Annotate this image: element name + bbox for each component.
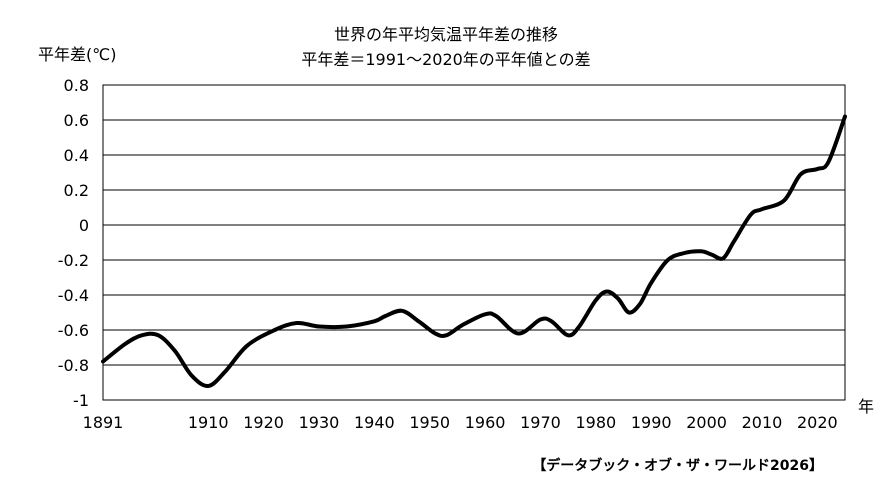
x-tick-label: 1950 [409,413,450,432]
x-tick-label: 2000 [686,413,727,432]
x-tick-label: 1970 [520,413,561,432]
chart-title: 世界の年平均気温平年差の推移 [334,25,558,44]
x-tick-label: 1990 [631,413,672,432]
y-tick-label: 0.6 [64,111,89,130]
y-tick-labels: 0.8 0.6 0.4 0.2 0 -0.2 -0.4 -0.6 -0.8 -1 [58,76,89,410]
x-tick-label: 1960 [465,413,506,432]
x-tick-label: 2010 [742,413,783,432]
y-tick-label: -1 [73,391,89,410]
x-tick-label: 1920 [243,413,284,432]
series-line [101,114,847,389]
y-tick-label: 0.8 [64,76,89,95]
x-tick-label: 1891 [83,413,124,432]
x-tick-label: 1980 [575,413,616,432]
y-tick-label: -0.4 [58,286,89,305]
y-tick-label: -0.6 [58,321,89,340]
y-tick-label: 0.4 [64,146,89,165]
x-tick-label: 1910 [188,413,229,432]
chart-subtitle: 平年差＝1991～2020年の平年値との差 [301,50,590,69]
x-tick-label: 1930 [299,413,340,432]
y-tick-label: 0.2 [64,181,89,200]
x-tick-label: 2020 [797,413,838,432]
plot-area-border [102,84,846,401]
x-axis-label: 年 [858,397,874,416]
x-tick-labels: 1891 1910 1920 1930 1940 1950 1960 1970 1980 1990… [83,413,838,432]
y-tick-label: -0.2 [58,251,89,270]
y-tick-label: 0 [79,216,89,235]
source-credit: 【データブック・オブ・ザ・ワールド2026】 [532,457,823,474]
y-axis-label: 平年差(℃) [38,45,116,64]
y-tick-label: -0.8 [58,356,89,375]
x-tick-label: 1940 [354,413,395,432]
